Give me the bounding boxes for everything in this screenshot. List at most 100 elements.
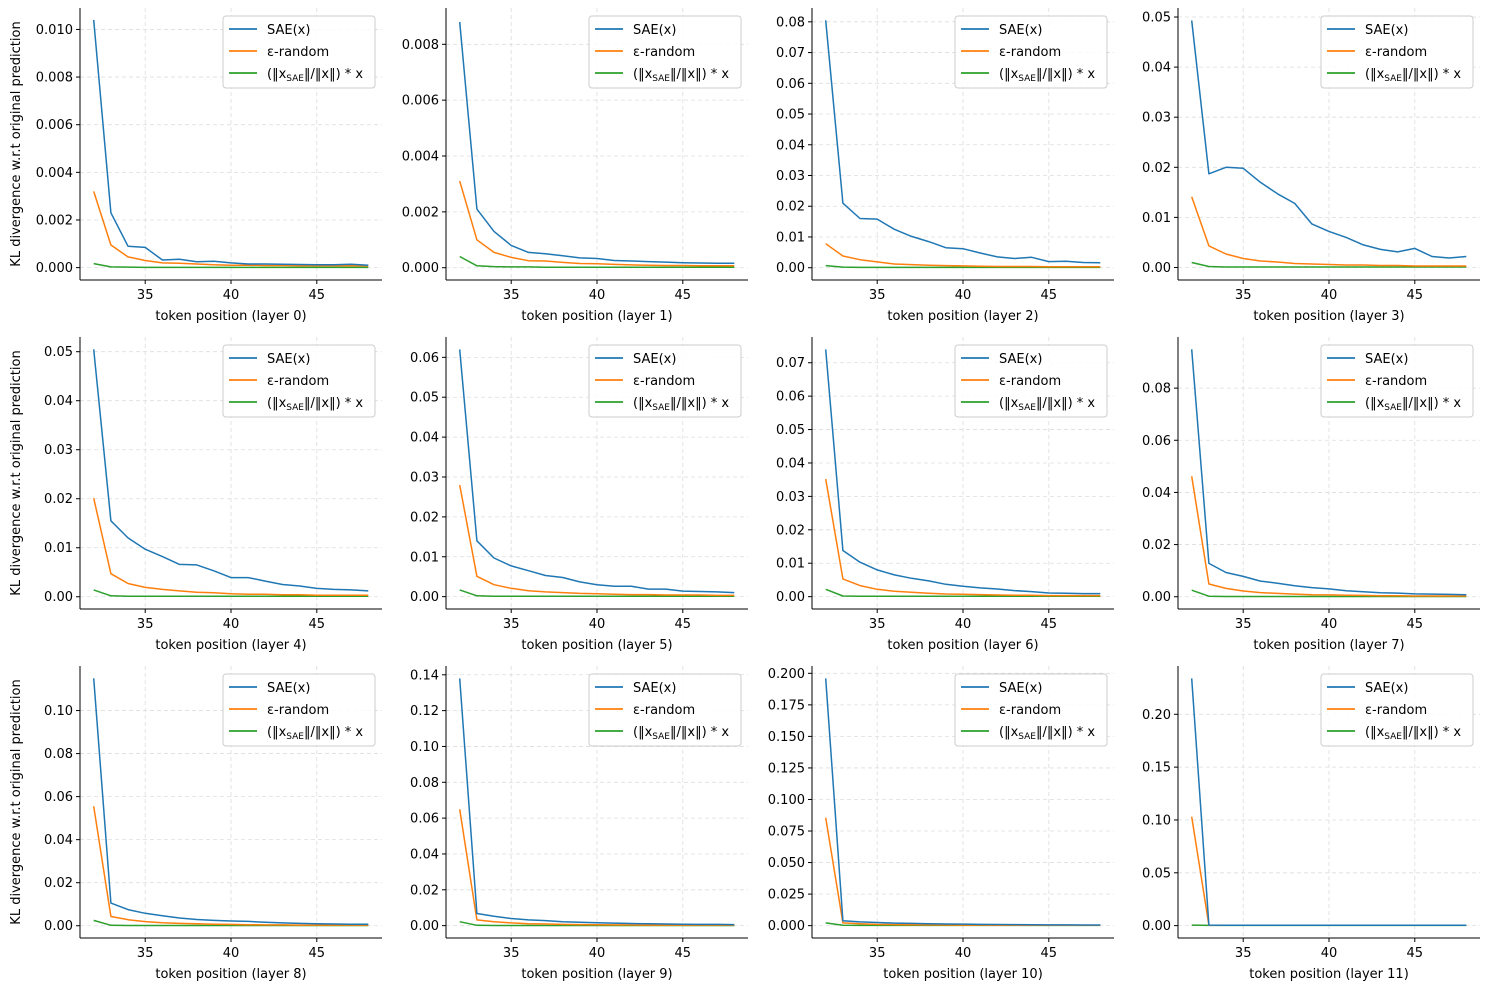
legend-label: ε-random: [1365, 45, 1427, 60]
subplot-layer-5: 35 40 45 0.00 0.01 0.02 0.03 0.04 0.05 0.06 token …: [410, 337, 748, 653]
legend-label: (‖xSAE‖/‖x‖) * x: [267, 725, 363, 742]
subplot-layer-9: 35 40 45 0.00 0.02 0.04 0.06 0.08 0.10 0.12 0.14 to…: [410, 666, 748, 982]
legend: SAE(x) ε-random (‖xSAE‖/‖x‖) * x: [1320, 344, 1474, 418]
legend-box: [954, 15, 1108, 89]
subplot-layer-6: 35 40 45 0.00 0.01 0.02 0.03 0.04 0.05 0.06 0.07 to…: [776, 337, 1114, 653]
y-tick-label: 0.06: [776, 390, 805, 405]
legend-box: [954, 344, 1108, 418]
legend-box: [588, 15, 742, 89]
legend-label: ε-random: [633, 374, 695, 389]
y-tick-label: 0.075: [768, 825, 805, 840]
y-tick-label: 0.02: [44, 876, 73, 891]
y-tick-label: 0.14: [410, 668, 439, 683]
y-tick-label: 0.050: [768, 856, 805, 871]
series-line-epsilon-random: [1190, 196, 1467, 267]
x-tick-label: 45: [675, 288, 692, 303]
x-tick-label: 40: [589, 946, 606, 961]
legend-label: SAE(x): [267, 352, 310, 367]
x-axis-label: token position (layer 5): [521, 638, 672, 653]
y-tick-label: 0.20: [1142, 708, 1171, 723]
y-tick-label: 0.02: [1142, 161, 1171, 176]
y-tick-label: 0.002: [36, 213, 73, 228]
legend-label: ε-random: [999, 703, 1061, 718]
x-tick-label: 35: [137, 946, 154, 961]
legend-label: (‖xSAE‖/‖x‖) * x: [1365, 725, 1461, 742]
legend-label: SAE(x): [633, 352, 676, 367]
legend-box: [1320, 673, 1474, 747]
x-tick-label: 45: [1407, 288, 1424, 303]
x-axis-label: token position (layer 9): [521, 967, 672, 982]
y-tick-label: 0.00: [410, 590, 439, 605]
series-line-norm-scaled: [459, 255, 735, 268]
series-line-epsilon-random: [458, 180, 735, 267]
y-tick-label: 0.000: [768, 919, 805, 934]
x-tick-label: 35: [503, 617, 520, 632]
series-line-norm-scaled: [459, 589, 735, 597]
series-line-sae: [824, 678, 1101, 926]
x-tick-label: 35: [1235, 288, 1252, 303]
x-tick-label: 45: [1407, 946, 1424, 961]
subplot-layer-7: 35 40 45 0.00 0.02 0.04 0.06 0.08 token position…: [1142, 337, 1480, 653]
y-tick-label: 0.00: [410, 919, 439, 934]
x-tick-label: 35: [1235, 617, 1252, 632]
x-tick-label: 45: [309, 288, 326, 303]
legend-label: SAE(x): [267, 23, 310, 38]
legend-label: (‖xSAE‖/‖x‖) * x: [999, 67, 1095, 84]
x-tick-label: 35: [503, 288, 520, 303]
y-tick-label: 0.00: [1142, 590, 1171, 605]
y-tick-label: 0.05: [410, 391, 439, 406]
y-tick-label: 0.006: [36, 118, 73, 133]
x-axis-label: token position (layer 0): [155, 309, 306, 324]
x-tick-label: 40: [955, 946, 972, 961]
legend-box: [588, 673, 742, 747]
y-tick-label: 0.01: [410, 550, 439, 565]
legend-label: SAE(x): [1365, 681, 1408, 696]
y-tick-label: 0.04: [776, 456, 805, 471]
legend-label: (‖xSAE‖/‖x‖) * x: [633, 725, 729, 742]
series-line-epsilon-random: [824, 478, 1101, 597]
series-line-epsilon-random: [825, 243, 1101, 268]
legend-label: ε-random: [1365, 374, 1427, 389]
y-tick-label: 0.01: [1142, 211, 1171, 226]
series-line-epsilon-random: [1190, 476, 1467, 597]
subplot-layer-2: 35 40 45 0.00 0.01 0.02 0.03 0.04 0.05 0.06 0.07 0.…: [776, 8, 1114, 324]
y-tick-label: 0.08: [1142, 382, 1171, 397]
series-line-sae: [92, 19, 369, 266]
y-tick-label: 0.02: [776, 200, 805, 215]
y-tick-label: 0.02: [1142, 538, 1171, 553]
x-tick-label: 45: [1041, 946, 1058, 961]
y-tick-label: 0.004: [402, 150, 439, 165]
x-tick-label: 35: [869, 946, 886, 961]
x-tick-label: 35: [503, 946, 520, 961]
legend: SAE(x) ε-random (‖xSAE‖/‖x‖) * x: [954, 673, 1108, 747]
legend: SAE(x) ε-random (‖xSAE‖/‖x‖) * x: [588, 673, 742, 747]
legend-box: [222, 344, 376, 418]
x-tick-label: 40: [1321, 946, 1338, 961]
legend-box: [588, 344, 742, 418]
x-axis-label: token position (layer 4): [155, 638, 306, 653]
y-tick-label: 0.03: [1142, 111, 1171, 126]
y-axis-label: KL divergence w.r.t original prediction: [9, 350, 24, 595]
y-tick-label: 0.04: [410, 847, 439, 862]
x-tick-label: 45: [1041, 288, 1058, 303]
legend-label: ε-random: [633, 45, 695, 60]
legend-label: (‖xSAE‖/‖x‖) * x: [1365, 396, 1461, 413]
y-tick-label: 0.004: [36, 166, 73, 181]
y-tick-label: 0.006: [402, 94, 439, 109]
y-tick-label: 0.008: [402, 38, 439, 53]
x-tick-label: 40: [1321, 288, 1338, 303]
y-tick-label: 0.07: [776, 356, 805, 371]
x-tick-label: 45: [1407, 617, 1424, 632]
series-line-sae: [92, 678, 369, 925]
legend-label: (‖xSAE‖/‖x‖) * x: [267, 396, 363, 413]
y-axis-label: KL divergence w.r.t original prediction: [9, 21, 24, 266]
legend-label: SAE(x): [267, 681, 310, 696]
y-tick-label: 0.03: [776, 490, 805, 505]
y-tick-label: 0.05: [44, 345, 73, 360]
subplot-layer-1: 35 40 45 0.000 0.002 0.004 0.006 0.008 token pos…: [402, 8, 748, 324]
y-tick-label: 0.00: [776, 590, 805, 605]
y-tick-label: 0.125: [768, 761, 805, 776]
legend: SAE(x) ε-random (‖xSAE‖/‖x‖) * x: [954, 15, 1108, 89]
legend-label: ε-random: [267, 45, 329, 60]
y-tick-label: 0.02: [410, 883, 439, 898]
